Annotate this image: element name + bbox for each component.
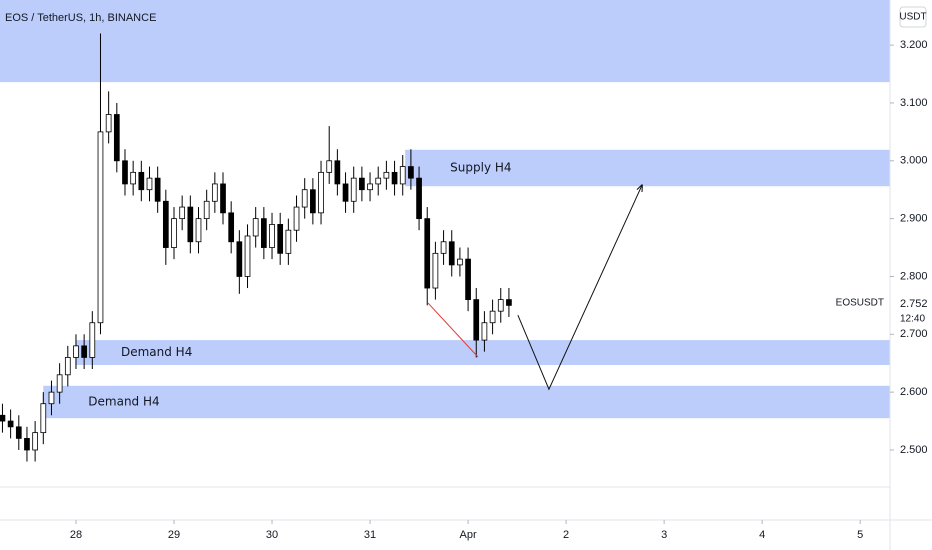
candle-body	[130, 171, 137, 185]
candle-body	[261, 218, 267, 248]
candle-body	[432, 252, 439, 289]
candle-body	[97, 131, 104, 324]
candle-body	[489, 310, 496, 324]
x-tick-label: Apr	[460, 529, 477, 541]
y-tick-label: 3.100	[900, 97, 928, 109]
candle-body	[220, 183, 226, 214]
currency-box[interactable]	[899, 6, 927, 28]
candle-body	[154, 177, 161, 202]
x-tick-label: 30	[266, 529, 278, 541]
x-tick-label: 29	[168, 529, 180, 541]
candle-body	[399, 166, 406, 185]
candle-body	[211, 183, 218, 202]
candle-body	[24, 438, 30, 451]
y-tick-label: 2.900	[900, 213, 928, 225]
candle-body	[391, 171, 398, 185]
candle-body	[506, 299, 512, 306]
candle-body	[457, 258, 463, 266]
y-tick-label: 3.200	[900, 39, 928, 51]
zone	[43, 385, 890, 419]
candle-body	[326, 160, 333, 173]
x-tick-label: 3	[661, 529, 667, 541]
zone-label: Supply H4	[450, 161, 511, 175]
x-tick-label: 31	[364, 529, 376, 541]
y-tick-label: 2.700	[900, 328, 928, 340]
candle-body	[81, 345, 87, 358]
y-tick-label: 2.600	[900, 386, 928, 398]
candle-body	[277, 224, 284, 254]
candle-body	[162, 200, 169, 248]
zone	[75, 340, 890, 365]
candle-body	[171, 218, 177, 248]
plot	[0, 33, 512, 462]
candle-body	[318, 171, 324, 214]
candle-body	[285, 229, 292, 254]
zone-label: Demand H4	[121, 345, 192, 359]
candle-body	[293, 206, 300, 231]
candle-body	[195, 218, 202, 243]
zone	[405, 149, 890, 187]
candle-body	[228, 212, 235, 243]
candle-body	[0, 414, 6, 422]
candle-body	[465, 258, 471, 301]
last-price-label: 2.752	[900, 298, 928, 310]
currency[interactable]: USDT	[899, 12, 926, 23]
candle-body	[342, 183, 349, 202]
candle-body	[359, 177, 365, 191]
candle-body	[179, 206, 186, 220]
candle-body	[32, 432, 38, 451]
candle-body	[269, 224, 275, 248]
candle-body	[310, 189, 316, 214]
x-tick-label: 28	[70, 529, 82, 541]
candle-body	[383, 171, 390, 179]
candle-body	[301, 189, 308, 208]
candle-body	[203, 200, 210, 220]
arrow	[517, 185, 642, 391]
symbol-label: EOSUSDT	[836, 298, 884, 309]
candle-body	[48, 391, 55, 405]
candle-body	[73, 345, 79, 358]
x-tick-label: 4	[759, 529, 765, 541]
zones: Supply H4 Demand H4 Demand H4	[0, 0, 890, 419]
candle-body	[473, 299, 480, 341]
candle-body	[236, 241, 243, 277]
candle-body	[367, 183, 373, 191]
candle-body	[40, 403, 47, 434]
candle-body	[146, 177, 153, 191]
candle-body	[244, 235, 251, 277]
candle-body	[138, 171, 145, 191]
candle-body	[89, 322, 96, 358]
candle-body	[187, 206, 194, 243]
x-tick-label: 2	[563, 529, 569, 541]
zone-label: Demand H4	[88, 394, 159, 408]
candle-body	[408, 166, 414, 179]
candle-body	[56, 374, 63, 393]
candle-body	[113, 114, 120, 162]
candle-body	[350, 177, 357, 202]
candle-body	[334, 160, 341, 185]
candle-body	[252, 218, 259, 237]
candle-body	[448, 241, 455, 266]
y-tick-label: 2.800	[900, 270, 928, 282]
red-line	[427, 302, 479, 358]
zone	[0, 0, 890, 83]
candle-body	[440, 241, 447, 254]
candle-body	[497, 299, 504, 312]
y-tick-label: 2.500	[900, 444, 928, 456]
candle-body	[15, 426, 22, 439]
x-tick-label: 5	[857, 529, 863, 541]
candle-body	[64, 357, 71, 376]
candle-body	[424, 218, 431, 289]
candle-body	[416, 177, 422, 220]
candle-body	[105, 114, 112, 133]
candle-body	[375, 177, 382, 185]
countdown: 12:40	[900, 314, 925, 325]
chart-title: EOS / TetherUS, 1h, BINANCE	[5, 12, 156, 24]
candle-body	[7, 420, 14, 428]
candle-body	[122, 160, 128, 185]
candle-body	[481, 322, 488, 341]
y-tick-label: 3.000	[900, 155, 928, 167]
